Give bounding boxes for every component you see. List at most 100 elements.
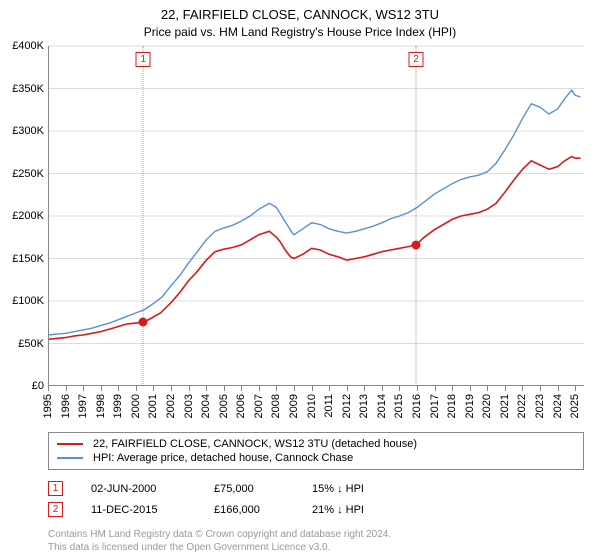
plot-border [48,46,584,386]
chart-container: 22, FAIRFIELD CLOSE, CANNOCK, WS12 3TU P… [0,0,600,560]
y-axis-label: £350K [0,83,44,95]
x-tick-mark [241,386,242,391]
legend-swatch [57,443,83,445]
chart-subtitle: Price paid vs. HM Land Registry's House … [0,24,600,40]
transaction-delta: 21% ↓ HPI [312,504,402,516]
marker-flag: 1 [136,52,151,67]
y-axis-label: £400K [0,40,44,52]
x-axis-label: 2001 [147,394,159,418]
legend-swatch [57,457,83,459]
x-axis-label: 2008 [270,394,282,418]
x-tick-mark [540,386,541,391]
x-tick-mark [382,386,383,391]
x-axis-label: 2007 [253,394,265,418]
x-tick-mark [224,386,225,391]
y-axis-label: £100K [0,295,44,307]
x-axis-label: 2004 [200,394,212,418]
x-axis-label: 2019 [464,394,476,418]
x-tick-mark [470,386,471,391]
marker-vline [415,46,416,386]
x-axis-label: 1995 [42,394,54,418]
y-axis-label: £50K [0,338,44,350]
legend-item: HPI: Average price, detached house, Cann… [57,451,575,465]
x-tick-mark [189,386,190,391]
x-tick-mark [276,386,277,391]
x-tick-mark [417,386,418,391]
footer-line-1: Contains HM Land Registry data © Crown c… [48,528,391,541]
x-axis-label: 2022 [516,394,528,418]
x-tick-mark [206,386,207,391]
x-axis-label: 2021 [499,394,511,418]
transaction-date: 11-DEC-2015 [91,504,186,516]
marker-dot [411,240,420,249]
transactions-table: 102-JUN-2000£75,00015% ↓ HPI211-DEC-2015… [48,478,584,520]
x-axis-label: 2005 [218,394,230,418]
transaction-date: 02-JUN-2000 [91,483,186,495]
chart-title: 22, FAIRFIELD CLOSE, CANNOCK, WS12 3TU [0,6,600,24]
x-axis-label: 1996 [60,394,72,418]
footer-attribution: Contains HM Land Registry data © Crown c… [48,528,391,554]
x-tick-mark [347,386,348,391]
x-axis-label: 2013 [358,394,370,418]
x-tick-mark [522,386,523,391]
x-axis-label: 2015 [393,394,405,418]
y-axis-label: £0 [0,380,44,392]
x-tick-mark [136,386,137,391]
legend-item: 22, FAIRFIELD CLOSE, CANNOCK, WS12 3TU (… [57,437,575,451]
x-axis-label: 2016 [411,394,423,418]
y-axis-label: £300K [0,125,44,137]
x-tick-mark [505,386,506,391]
x-axis-label: 2025 [569,394,581,418]
x-tick-mark [312,386,313,391]
x-axis-label: 2006 [235,394,247,418]
marker-flag: 2 [408,52,423,67]
x-tick-mark [575,386,576,391]
x-tick-mark [66,386,67,391]
x-tick-mark [259,386,260,391]
x-tick-mark [83,386,84,391]
x-tick-mark [171,386,172,391]
x-axis-label: 2011 [323,394,335,418]
marker-dot [139,318,148,327]
x-axis-label: 2002 [165,394,177,418]
x-axis-label: 2000 [130,394,142,418]
x-tick-mark [153,386,154,391]
transaction-price: £166,000 [214,504,284,516]
x-tick-mark [399,386,400,391]
x-tick-mark [487,386,488,391]
x-tick-mark [101,386,102,391]
legend-label: 22, FAIRFIELD CLOSE, CANNOCK, WS12 3TU (… [93,438,417,450]
x-tick-mark [558,386,559,391]
x-axis-label: 1997 [77,394,89,418]
x-axis-label: 2014 [376,394,388,418]
transaction-delta: 15% ↓ HPI [312,483,402,495]
x-axis-label: 2003 [183,394,195,418]
x-tick-mark [364,386,365,391]
plot-area: £0£50K£100K£150K£200K£250K£300K£350K£400… [48,46,584,386]
marker-vline [143,46,144,386]
transaction-flag: 2 [48,502,63,517]
x-tick-mark [435,386,436,391]
x-axis-label: 2010 [306,394,318,418]
x-tick-mark [329,386,330,391]
legend-box: 22, FAIRFIELD CLOSE, CANNOCK, WS12 3TU (… [48,432,584,470]
transaction-flag: 1 [48,481,63,496]
x-axis-label: 2012 [341,394,353,418]
x-axis-label: 2020 [481,394,493,418]
x-tick-mark [294,386,295,391]
x-axis-label: 2017 [429,394,441,418]
x-axis-label: 1998 [95,394,107,418]
x-tick-mark [452,386,453,391]
y-axis-label: £250K [0,168,44,180]
transaction-row: 102-JUN-2000£75,00015% ↓ HPI [48,478,584,499]
legend-label: HPI: Average price, detached house, Cann… [93,452,353,464]
transaction-row: 2 11-DEC-2015 £166,000 21% ↓ HPI [48,499,584,520]
x-axis-label: 1999 [112,394,124,418]
y-axis-label: £150K [0,253,44,265]
footer-line-2: This data is licensed under the Open Gov… [48,541,391,554]
x-tick-mark [118,386,119,391]
x-axis-label: 2018 [446,394,458,418]
x-axis-label: 2009 [288,394,300,418]
x-tick-mark [48,386,49,391]
legend-section: 22, FAIRFIELD CLOSE, CANNOCK, WS12 3TU (… [48,432,584,520]
